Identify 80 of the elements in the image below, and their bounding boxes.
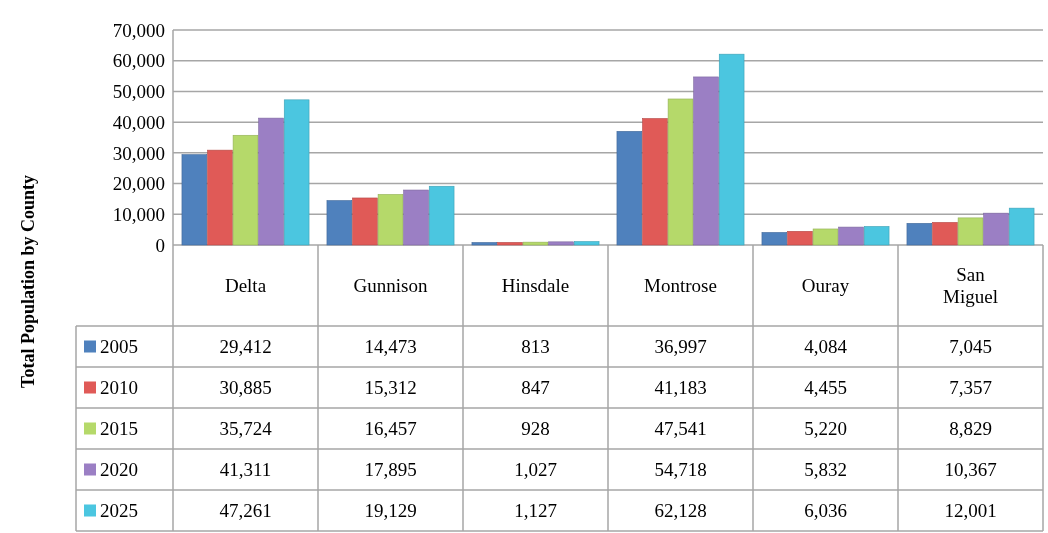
y-tick-label: 50,000 [112,81,165,103]
legend-label: 2015 [100,418,138,440]
bar [761,232,788,246]
data-label: 47,261 [219,500,272,522]
bar [957,217,984,246]
bar [863,226,890,246]
data-label: 47,541 [654,418,707,440]
data-label: 813 [521,336,550,358]
data-label: 36,997 [654,336,707,358]
bar [573,241,600,246]
legend-label: 2005 [100,336,138,358]
bar [906,223,933,246]
data-label: 4,084 [804,336,848,358]
bar [838,226,864,246]
data-label: 54,718 [654,459,707,481]
bar [497,242,523,246]
y-tick-label: 10,000 [112,203,165,225]
x-tick-label: San Miguel [943,264,998,307]
y-tick-label: 30,000 [112,142,165,164]
bar [471,242,498,246]
data-label: 35,724 [219,418,273,440]
bar [326,200,353,246]
bar [232,134,259,246]
x-tick-label: Hinsdale [501,275,570,297]
data-label: 7,045 [949,336,992,358]
data-label: 10,367 [944,459,997,481]
y-tick-label: 70,000 [112,19,165,41]
data-label: 17,895 [364,459,417,481]
data-label: 928 [521,418,550,440]
bar [983,212,1009,246]
bar [812,228,839,246]
data-label: 29,412 [219,336,272,358]
bar [258,117,284,246]
bar [548,241,574,246]
x-tick-label: Montrose [644,275,717,297]
bar [693,76,719,246]
y-tick-label: 20,000 [112,173,165,195]
x-tick-label: Gunnison [353,275,428,297]
data-label: 16,457 [364,418,417,440]
data-label: 5,832 [804,459,847,481]
bar [1008,207,1035,246]
bar [667,98,694,246]
data-label: 14,473 [364,336,417,358]
data-label: 19,129 [364,500,417,522]
bar [787,231,813,246]
data-label: 1,127 [514,500,557,522]
data-label: 30,885 [219,377,272,399]
y-tick-label: 0 [155,234,165,256]
bar [616,131,643,246]
data-label: 8,829 [949,418,992,440]
data-label: 4,455 [804,377,847,399]
bar [181,154,208,246]
y-tick-label: 40,000 [112,111,165,133]
bar [428,185,455,246]
x-tick-label: Delta [224,275,267,297]
x-tick-label: Ouray [801,275,850,297]
bar [522,241,549,246]
data-label: 15,312 [364,377,417,399]
bar [283,99,310,246]
data-label: 12,001 [944,500,997,522]
bar [642,118,668,246]
y-axis-title: Total Population by County [18,175,38,388]
data-label: 6,036 [804,500,847,522]
bar [932,222,958,246]
data-label: 5,220 [804,418,847,440]
legend-label: 2010 [100,377,138,399]
data-label: 41,183 [654,377,707,399]
data-label: 7,357 [949,377,992,399]
y-tick-label: 60,000 [112,50,165,72]
bar [352,197,378,246]
data-label: 1,027 [514,459,557,481]
bar [403,189,429,246]
bar [207,149,233,246]
data-label: 847 [521,377,550,399]
data-label: 41,311 [219,459,272,481]
legend-label: 2025 [100,500,138,522]
bar [377,194,404,246]
data-label: 62,128 [654,500,707,522]
legend-label: 2020 [100,459,138,481]
bar [718,53,745,246]
